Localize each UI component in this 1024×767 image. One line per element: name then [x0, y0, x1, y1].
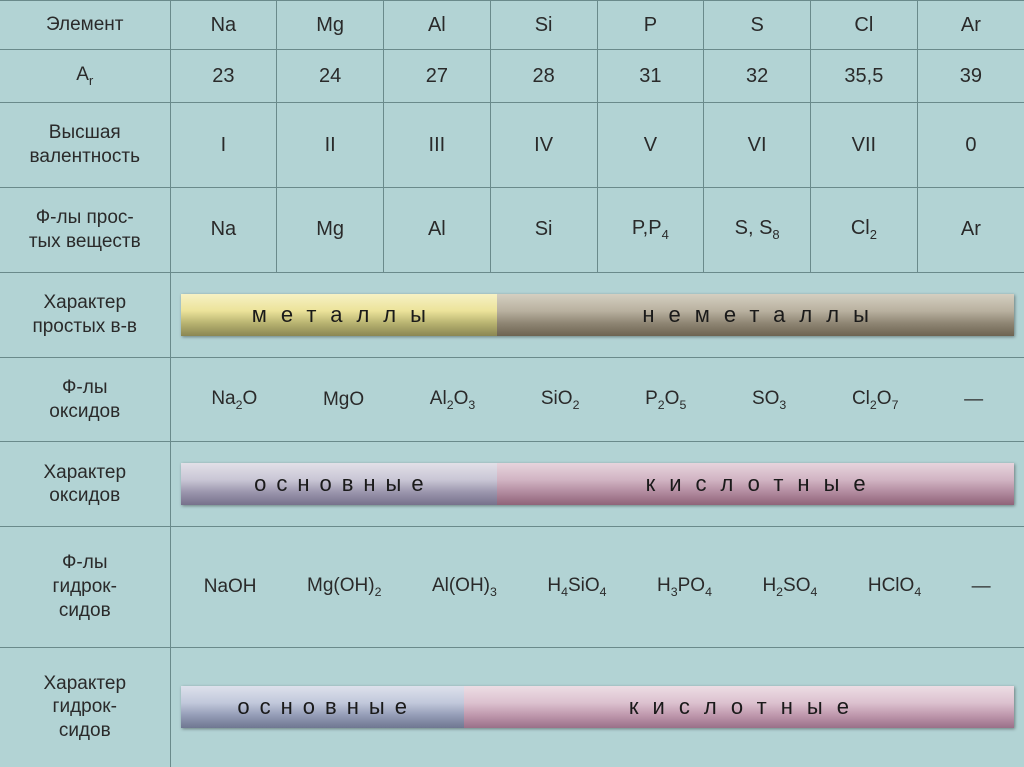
cell: VII: [811, 103, 918, 188]
bar-simple-right: неметаллы: [497, 294, 1014, 336]
formula: Al(OH)3: [432, 575, 497, 599]
cell: Si: [490, 1, 597, 50]
cell: 32: [704, 50, 811, 103]
oxide-formulas-cell: Na2O MgO Al2O3 SiO2 P2O5 SO3 Cl2O7 —: [170, 357, 1024, 442]
formula: —: [972, 576, 991, 598]
cell: 23: [170, 50, 277, 103]
row-hydroxide-character: Характергидрок-сидов основные кислотные: [0, 647, 1024, 767]
cell: S, S8: [704, 188, 811, 273]
formula: Na2O: [211, 388, 257, 412]
bar-simple-left: металлы: [181, 294, 498, 336]
cell: Mg: [277, 1, 384, 50]
cell: P,P4: [597, 188, 704, 273]
formula: P2O5: [645, 388, 686, 412]
formula: Al2O3: [430, 388, 475, 412]
periodic-properties-table: Элемент Na Mg Al Si P S Cl Ar Ar 23 24 2…: [0, 0, 1024, 767]
cell: Mg: [277, 188, 384, 273]
label-simple-char: Характерпростых в-в: [0, 272, 170, 357]
bar-oxide-container: основные кислотные: [170, 442, 1024, 527]
formula: H4SiO4: [547, 575, 606, 599]
label-simple-formulas: Ф-лы прос-тых веществ: [0, 188, 170, 273]
bar-hydroxide-right: кислотные: [464, 686, 1014, 728]
formula: NaOH: [204, 576, 257, 598]
cell: II: [277, 103, 384, 188]
formula: SiO2: [541, 388, 580, 412]
label-valence: Высшаявалентность: [0, 103, 170, 188]
cell: IV: [490, 103, 597, 188]
label-ar: Ar: [0, 50, 170, 103]
formula: SO3: [752, 388, 786, 412]
bar-simple-container: металлы неметаллы: [170, 272, 1024, 357]
row-valence: Высшаявалентность I II III IV V VI VII 0: [0, 103, 1024, 188]
cell: 27: [384, 50, 491, 103]
cell: 28: [490, 50, 597, 103]
cell: Na: [170, 1, 277, 50]
formula: HClO4: [868, 575, 921, 599]
cell: 24: [277, 50, 384, 103]
label-element: Элемент: [0, 1, 170, 50]
cell: VI: [704, 103, 811, 188]
cell: Cl2: [811, 188, 918, 273]
label-oxide-char: Характероксидов: [0, 442, 170, 527]
cell: Na: [170, 188, 277, 273]
cell: Ar: [917, 1, 1024, 50]
bar-hydroxide-container: основные кислотные: [170, 647, 1024, 767]
cell: 31: [597, 50, 704, 103]
label-hydroxide-formulas: Ф-лыгидрок-сидов: [0, 527, 170, 647]
cell: I: [170, 103, 277, 188]
formula: H3PO4: [657, 575, 712, 599]
cell: 39: [917, 50, 1024, 103]
cell: Cl: [811, 1, 918, 50]
formula: —: [964, 389, 983, 411]
cell: Ar: [917, 188, 1024, 273]
cell: S: [704, 1, 811, 50]
cell: V: [597, 103, 704, 188]
row-element: Элемент Na Mg Al Si P S Cl Ar: [0, 1, 1024, 50]
bar-simple: металлы неметаллы: [181, 294, 1015, 336]
formula: Mg(OH)2: [307, 575, 381, 599]
bar-oxide: основные кислотные: [181, 463, 1015, 505]
row-simple-character: Характерпростых в-в металлы неметаллы: [0, 272, 1024, 357]
cell: Si: [490, 188, 597, 273]
cell: III: [384, 103, 491, 188]
bar-oxide-left: основные: [181, 463, 498, 505]
bar-hydroxide: основные кислотные: [181, 686, 1015, 728]
formula: MgO: [323, 389, 364, 411]
formula: H2SO4: [762, 575, 817, 599]
row-oxide-character: Характероксидов основные кислотные: [0, 442, 1024, 527]
cell: 0: [917, 103, 1024, 188]
formula: Cl2O7: [852, 388, 898, 412]
row-hydroxide-formulas: Ф-лыгидрок-сидов NaOH Mg(OH)2 Al(OH)3 H4…: [0, 527, 1024, 647]
label-hydroxide-char: Характергидрок-сидов: [0, 647, 170, 767]
label-oxide-formulas: Ф-лыоксидов: [0, 357, 170, 442]
cell: Al: [384, 188, 491, 273]
cell: Al: [384, 1, 491, 50]
bar-hydroxide-left: основные: [181, 686, 464, 728]
row-oxide-formulas: Ф-лыоксидов Na2O MgO Al2O3 SiO2 P2O5 SO3…: [0, 357, 1024, 442]
bar-oxide-right: кислотные: [497, 463, 1014, 505]
cell: 35,5: [811, 50, 918, 103]
row-ar: Ar 23 24 27 28 31 32 35,5 39: [0, 50, 1024, 103]
cell: P: [597, 1, 704, 50]
hydroxide-formulas-cell: NaOH Mg(OH)2 Al(OH)3 H4SiO4 H3PO4 H2SO4 …: [170, 527, 1024, 647]
row-simple-formulas: Ф-лы прос-тых веществ Na Mg Al Si P,P4 S…: [0, 188, 1024, 273]
